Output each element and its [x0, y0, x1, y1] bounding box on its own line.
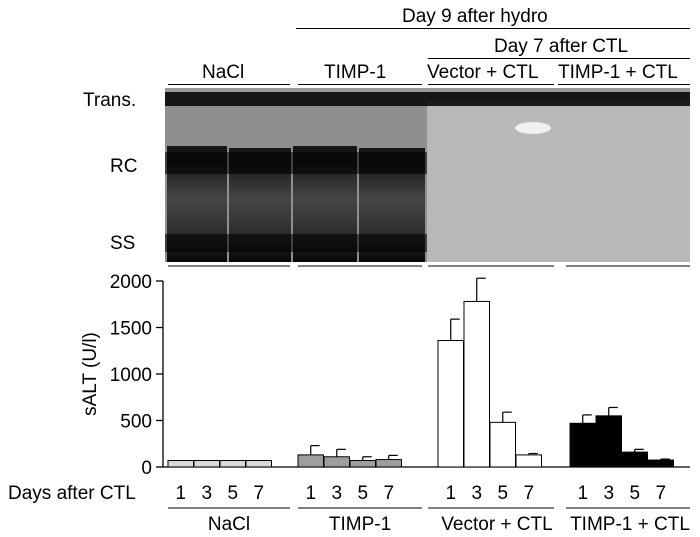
salt-bar-chart: 0 500 1000 1500 2000 sALT (U/l) Days after CTL… — [8, 265, 690, 535]
day-label-0-1: 1 — [175, 483, 186, 504]
day-label-3-5: 5 — [629, 483, 640, 504]
bar-timp-1-day-1 — [297, 454, 324, 468]
group-label-timp1-ctl: TIMP-1 + CTL — [558, 62, 678, 83]
day-label-1-3: 3 — [331, 483, 342, 504]
y-tick-label-500: 500 — [120, 412, 152, 433]
group-label-vector-ctl: Vector + CTL — [427, 62, 539, 83]
bar-nacl-day-7 — [245, 459, 272, 468]
group-line-vector-ctl — [428, 84, 554, 85]
group-label-nacl: NaCl — [202, 62, 245, 83]
y-axis-label: sALT (U/l) — [80, 332, 101, 416]
bottom-group-label-2: Vector + CTL — [441, 514, 552, 535]
blot-label-rc: RC — [110, 156, 138, 177]
bottom-group-label-0: NaCl — [208, 514, 250, 535]
bar-timp-1-ctl-day-7 — [647, 459, 674, 468]
bar-nacl-day-3 — [193, 459, 220, 468]
day-label-2-3: 3 — [471, 483, 482, 504]
day9-bracket-line — [296, 28, 690, 29]
day-label-2-1: 1 — [445, 483, 456, 504]
group-line-nacl — [168, 84, 290, 85]
bar-timp-1-day-5 — [349, 459, 376, 468]
band-trans — [165, 92, 690, 106]
bar-vector-ctl-day-3 — [463, 300, 490, 468]
x-axis-label: Days after CTL — [8, 483, 136, 504]
bar-nacl-day-5 — [219, 459, 246, 468]
day-label-0-3: 3 — [201, 483, 212, 504]
bottom-group-label-3: TIMP-1 + CTL — [570, 514, 690, 535]
day-label-1-5: 5 — [357, 483, 368, 504]
group-line-timp1-ctl — [558, 84, 690, 85]
band-rc — [165, 152, 427, 174]
day-label-3-7: 7 — [655, 483, 666, 504]
y-tick-label-0: 0 — [141, 458, 152, 479]
blot-label-trans: Trans. — [83, 90, 137, 111]
band-ss — [165, 234, 427, 252]
y-tick-label-1000: 1000 — [110, 365, 152, 386]
bar-timp-1-day-7 — [375, 459, 402, 468]
y-tick-label-2000: 2000 — [110, 272, 152, 293]
day-label-0-5: 5 — [227, 483, 238, 504]
blot-spot — [515, 122, 551, 134]
bar-vector-ctl-day-7 — [515, 454, 542, 468]
bar-timp-1-ctl-day-3 — [595, 415, 622, 468]
bar-vector-ctl-day-1 — [437, 340, 464, 468]
bar-timp-1-ctl-day-5 — [621, 451, 648, 468]
day9-label: Day 9 after hydro — [402, 6, 548, 27]
day-label-0-7: 7 — [253, 483, 264, 504]
bar-timp-1-day-3 — [323, 456, 350, 468]
day7-label: Day 7 after CTL — [494, 36, 629, 57]
blot-right-region — [427, 102, 690, 262]
bar-vector-ctl-day-5 — [489, 421, 516, 468]
bar-nacl-day-1 — [167, 459, 194, 468]
group-label-timp1: TIMP-1 — [324, 62, 387, 83]
day7-bracket-line — [428, 58, 690, 59]
day-label-2-7: 7 — [523, 483, 534, 504]
group-line-timp1 — [298, 84, 422, 85]
day-label-1-1: 1 — [305, 483, 316, 504]
southern-blot-image — [165, 88, 690, 262]
bar-timp-1-ctl-day-1 — [569, 422, 596, 468]
blot-label-ss: SS — [110, 233, 136, 254]
day-label-3-1: 1 — [577, 483, 588, 504]
bottom-group-label-1: TIMP-1 — [329, 514, 391, 535]
day-label-1-7: 7 — [383, 483, 394, 504]
day-label-2-5: 5 — [497, 483, 508, 504]
day-label-3-3: 3 — [603, 483, 614, 504]
y-tick-label-1500: 1500 — [110, 319, 152, 340]
